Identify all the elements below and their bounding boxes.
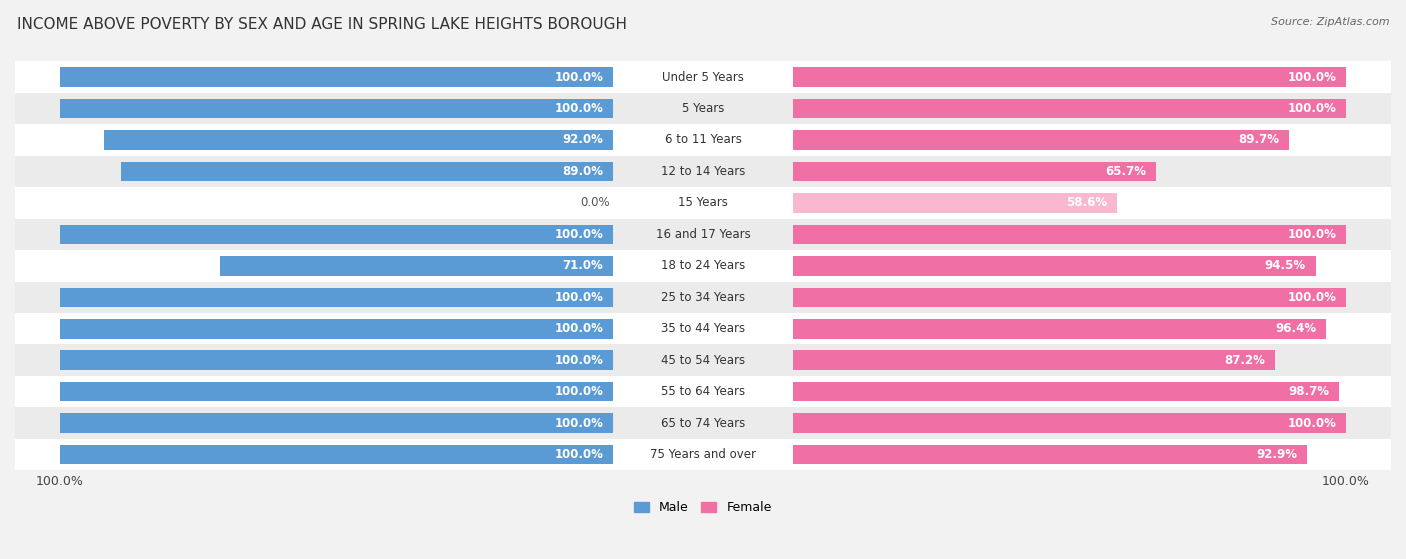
- Bar: [104, 130, 613, 150]
- Bar: [793, 193, 1116, 212]
- Text: 100.0%: 100.0%: [554, 291, 603, 304]
- Text: 35 to 44 Years: 35 to 44 Years: [661, 322, 745, 335]
- Text: 6 to 11 Years: 6 to 11 Years: [665, 134, 741, 146]
- Text: 100.0%: 100.0%: [554, 102, 603, 115]
- Text: 100.0%: 100.0%: [554, 448, 603, 461]
- Bar: [60, 445, 613, 465]
- Bar: [15, 124, 1391, 156]
- Text: 100.0%: 100.0%: [554, 228, 603, 241]
- Text: 16 and 17 Years: 16 and 17 Years: [655, 228, 751, 241]
- Text: 89.7%: 89.7%: [1239, 134, 1279, 146]
- Bar: [15, 376, 1391, 408]
- Text: 100.0%: 100.0%: [554, 416, 603, 430]
- Text: Under 5 Years: Under 5 Years: [662, 70, 744, 83]
- Text: 100.0%: 100.0%: [1288, 416, 1336, 430]
- Bar: [60, 67, 613, 87]
- Bar: [793, 225, 1346, 244]
- Text: 89.0%: 89.0%: [562, 165, 603, 178]
- Text: 58.6%: 58.6%: [1066, 196, 1108, 210]
- Text: Source: ZipAtlas.com: Source: ZipAtlas.com: [1271, 17, 1389, 27]
- Bar: [15, 439, 1391, 470]
- Text: 96.4%: 96.4%: [1275, 322, 1316, 335]
- Bar: [60, 99, 613, 119]
- Bar: [15, 408, 1391, 439]
- Text: 92.9%: 92.9%: [1256, 448, 1298, 461]
- Bar: [15, 219, 1391, 250]
- Legend: Male, Female: Male, Female: [630, 496, 776, 519]
- Text: 25 to 34 Years: 25 to 34 Years: [661, 291, 745, 304]
- Bar: [15, 282, 1391, 313]
- Text: 18 to 24 Years: 18 to 24 Years: [661, 259, 745, 272]
- Bar: [121, 162, 613, 181]
- Text: 5 Years: 5 Years: [682, 102, 724, 115]
- Bar: [793, 162, 1156, 181]
- Bar: [15, 344, 1391, 376]
- Text: 75 Years and over: 75 Years and over: [650, 448, 756, 461]
- Text: 100.0%: 100.0%: [554, 354, 603, 367]
- Bar: [60, 319, 613, 339]
- Text: 98.7%: 98.7%: [1288, 385, 1329, 398]
- Text: 65 to 74 Years: 65 to 74 Years: [661, 416, 745, 430]
- Text: 100.0%: 100.0%: [1288, 102, 1336, 115]
- Text: 45 to 54 Years: 45 to 54 Years: [661, 354, 745, 367]
- Bar: [60, 287, 613, 307]
- Bar: [793, 130, 1289, 150]
- Bar: [15, 61, 1391, 93]
- Bar: [15, 187, 1391, 219]
- Bar: [793, 256, 1316, 276]
- Bar: [15, 156, 1391, 187]
- Bar: [793, 445, 1306, 465]
- Bar: [793, 287, 1346, 307]
- Text: 15 Years: 15 Years: [678, 196, 728, 210]
- Text: INCOME ABOVE POVERTY BY SEX AND AGE IN SPRING LAKE HEIGHTS BOROUGH: INCOME ABOVE POVERTY BY SEX AND AGE IN S…: [17, 17, 627, 32]
- Text: 100.0%: 100.0%: [554, 70, 603, 83]
- Bar: [15, 93, 1391, 124]
- Text: 100.0%: 100.0%: [1322, 475, 1369, 488]
- Text: 100.0%: 100.0%: [554, 385, 603, 398]
- Text: 55 to 64 Years: 55 to 64 Years: [661, 385, 745, 398]
- Bar: [60, 350, 613, 370]
- Bar: [793, 350, 1275, 370]
- Text: 65.7%: 65.7%: [1105, 165, 1147, 178]
- Bar: [60, 382, 613, 401]
- Text: 71.0%: 71.0%: [562, 259, 603, 272]
- Bar: [221, 256, 613, 276]
- Text: 100.0%: 100.0%: [1288, 228, 1336, 241]
- Text: 92.0%: 92.0%: [562, 134, 603, 146]
- Bar: [793, 382, 1339, 401]
- Bar: [793, 319, 1326, 339]
- Text: 94.5%: 94.5%: [1265, 259, 1306, 272]
- Text: 100.0%: 100.0%: [1288, 291, 1336, 304]
- Text: 100.0%: 100.0%: [554, 322, 603, 335]
- Bar: [793, 414, 1346, 433]
- Text: 100.0%: 100.0%: [37, 475, 84, 488]
- Bar: [15, 250, 1391, 282]
- Bar: [793, 99, 1346, 119]
- Text: 87.2%: 87.2%: [1225, 354, 1265, 367]
- Text: 100.0%: 100.0%: [1288, 70, 1336, 83]
- Text: 12 to 14 Years: 12 to 14 Years: [661, 165, 745, 178]
- Bar: [793, 67, 1346, 87]
- Bar: [60, 225, 613, 244]
- Bar: [60, 414, 613, 433]
- Text: 0.0%: 0.0%: [581, 196, 610, 210]
- Bar: [15, 313, 1391, 344]
